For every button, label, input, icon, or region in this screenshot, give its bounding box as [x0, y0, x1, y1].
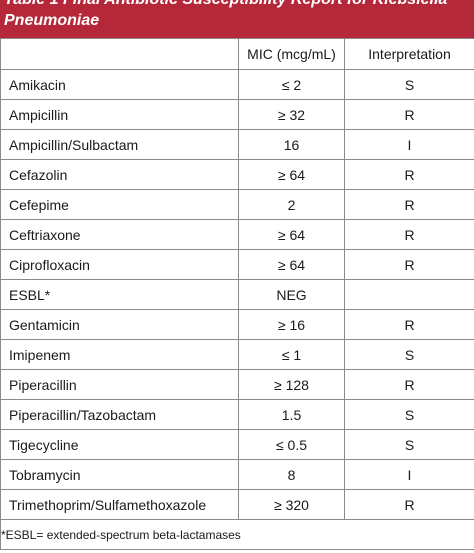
drug-cell: Ciprofloxacin: [0, 249, 239, 280]
drug-cell: Tobramycin: [0, 459, 239, 490]
table-row: Ampicillin ≥ 32 R: [0, 99, 474, 130]
table-row: Amikacin ≤ 2 S: [0, 69, 474, 100]
mic-cell: ≥ 64: [238, 249, 345, 280]
table-row: Tobramycin 8 I: [0, 459, 474, 490]
mic-cell: 1.5: [238, 399, 345, 430]
table-row: Tigecycline ≤ 0.5 S: [0, 429, 474, 460]
interpretation-cell: R: [344, 189, 474, 220]
mic-cell: 2: [238, 189, 345, 220]
drug-cell: Imipenem: [0, 339, 239, 370]
drug-cell: Gentamicin: [0, 309, 239, 340]
drug-cell: Piperacillin/Tazobactam: [0, 399, 239, 430]
interpretation-cell: S: [344, 399, 474, 430]
interpretation-cell: S: [344, 429, 474, 460]
table-row: Piperacillin ≥ 128 R: [0, 369, 474, 400]
mic-cell: ≥ 320: [238, 489, 345, 520]
interpretation-cell: I: [344, 129, 474, 160]
drug-cell: Cefepime: [0, 189, 239, 220]
table-title: Table 1 Final Antibiotic Susceptibility …: [4, 0, 447, 29]
drug-cell: ESBL*: [0, 279, 239, 310]
mic-cell: ≤ 1: [238, 339, 345, 370]
table-row: Trimethoprim/Sulfamethoxazole ≥ 320 R: [0, 489, 474, 520]
mic-cell: ≤ 2: [238, 69, 345, 100]
mic-cell: ≥ 16: [238, 309, 345, 340]
table-row: Imipenem ≤ 1 S: [0, 339, 474, 370]
interpretation-cell: R: [344, 99, 474, 130]
interpretation-cell: [344, 279, 474, 310]
mic-cell: 16: [238, 129, 345, 160]
table-row: Piperacillin/Tazobactam 1.5 S: [0, 399, 474, 430]
column-header-drug: [0, 38, 239, 70]
drug-cell: Ceftriaxone: [0, 219, 239, 250]
interpretation-cell: R: [344, 369, 474, 400]
drug-cell: Tigecycline: [0, 429, 239, 460]
susceptibility-table: MIC (mcg/mL) Interpretation Amikacin ≤ 2…: [0, 38, 474, 550]
mic-cell: ≤ 0.5: [238, 429, 345, 460]
mic-cell: ≥ 64: [238, 159, 345, 190]
table-header-row: MIC (mcg/mL) Interpretation: [0, 38, 474, 70]
interpretation-cell: S: [344, 339, 474, 370]
interpretation-cell: R: [344, 489, 474, 520]
table-row: Cefepime 2 R: [0, 189, 474, 220]
mic-cell: ≥ 32: [238, 99, 345, 130]
drug-cell: Ampicillin: [0, 99, 239, 130]
table-row: Ceftriaxone ≥ 64 R: [0, 219, 474, 250]
footnote-row: *ESBL= extended-spectrum beta-lactamases: [0, 519, 474, 550]
drug-cell: Ampicillin/Sulbactam: [0, 129, 239, 160]
interpretation-cell: I: [344, 459, 474, 490]
table-row: Ciprofloxacin ≥ 64 R: [0, 249, 474, 280]
drug-cell: Cefazolin: [0, 159, 239, 190]
table-title-bar: Table 1 Final Antibiotic Susceptibility …: [0, 0, 474, 38]
mic-cell: 8: [238, 459, 345, 490]
column-header-interpretation: Interpretation: [344, 38, 474, 70]
mic-cell: ≥ 128: [238, 369, 345, 400]
mic-cell: NEG: [238, 279, 345, 310]
drug-cell: Piperacillin: [0, 369, 239, 400]
table-row: Ampicillin/Sulbactam 16 I: [0, 129, 474, 160]
footnote: *ESBL= extended-spectrum beta-lactamases: [0, 519, 474, 550]
interpretation-cell: R: [344, 309, 474, 340]
table-row: ESBL* NEG: [0, 279, 474, 310]
table-row: Cefazolin ≥ 64 R: [0, 159, 474, 190]
drug-cell: Amikacin: [0, 69, 239, 100]
drug-cell: Trimethoprim/Sulfamethoxazole: [0, 489, 239, 520]
interpretation-cell: S: [344, 69, 474, 100]
mic-cell: ≥ 64: [238, 219, 345, 250]
table-row: Gentamicin ≥ 16 R: [0, 309, 474, 340]
interpretation-cell: R: [344, 219, 474, 250]
interpretation-cell: R: [344, 159, 474, 190]
column-header-mic: MIC (mcg/mL): [238, 38, 345, 70]
interpretation-cell: R: [344, 249, 474, 280]
